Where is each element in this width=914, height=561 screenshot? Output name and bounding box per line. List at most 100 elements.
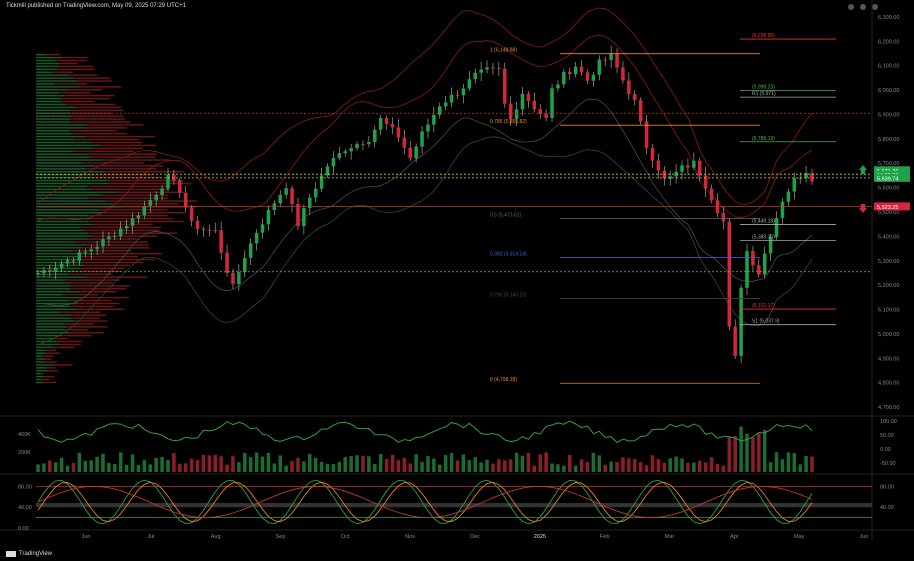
volume-profile-bar xyxy=(36,308,77,311)
volume-profile-bar xyxy=(36,349,46,352)
volume-profile-bar xyxy=(94,252,162,255)
price-tick-label: 5,900.00 xyxy=(878,112,899,118)
volume-bar xyxy=(585,461,590,472)
volume-profile-bar xyxy=(65,279,120,281)
candle-body xyxy=(721,213,726,222)
volume-profile-bar xyxy=(72,250,132,252)
volume-bar xyxy=(656,459,661,472)
time-axis: Jun Jul Aug Sep Oct Nov Dec 2025 Feb Mar Apr May Jun xyxy=(82,534,869,540)
volume-profile-bar xyxy=(55,59,88,62)
volume-profile-bar xyxy=(61,97,110,100)
candle-body xyxy=(237,272,241,285)
volume-bar xyxy=(473,457,477,472)
volume-bar xyxy=(378,454,383,472)
volume-profile-bar xyxy=(36,144,101,147)
candle-body xyxy=(284,188,288,195)
volume-profile-bar xyxy=(73,150,134,153)
volume-axis-left: 200K xyxy=(18,450,31,456)
volume-bar xyxy=(567,454,572,472)
oscillator-pane: 80.00 40.00 0.00 80.00 40.00 xyxy=(18,479,894,532)
settings-icon[interactable] xyxy=(848,4,854,10)
volume-profile-bar xyxy=(53,364,73,366)
lower-envelope-inner xyxy=(37,98,813,306)
volume-profile-bar xyxy=(36,53,46,56)
osc-axis-left: 40.00 xyxy=(18,505,32,511)
candles xyxy=(36,45,814,364)
candle-body xyxy=(514,109,519,119)
volume-bar xyxy=(532,465,537,472)
volume-profile-bar xyxy=(86,124,144,126)
volume-profile-bar xyxy=(70,109,123,112)
volume-profile-bar xyxy=(36,74,69,76)
candle-body xyxy=(573,66,578,75)
volume-bar xyxy=(697,460,702,472)
time-tick-label: 2025 xyxy=(534,534,546,540)
volume-profile-bar xyxy=(36,130,71,132)
camera-icon[interactable] xyxy=(872,4,878,10)
price-tick-label: 4,800.00 xyxy=(878,381,899,387)
price-tick-label: 5,100.00 xyxy=(878,308,899,314)
volume-bar xyxy=(739,426,743,472)
volume-profile-bar xyxy=(69,118,126,120)
volume-profile-bar xyxy=(94,176,161,179)
volume-profile-bar xyxy=(65,103,116,106)
volume-profile-bar xyxy=(108,179,184,182)
volume-bar xyxy=(467,460,472,472)
volume-profile-bar xyxy=(80,255,138,258)
volume-profile-bar xyxy=(71,285,130,287)
candle-body xyxy=(709,188,714,201)
volume-profile-bar xyxy=(36,250,73,252)
candle-body xyxy=(308,197,312,208)
price-tick-label: 5,700.00 xyxy=(878,161,899,167)
volume-profile-bar xyxy=(82,261,144,264)
volume-profile-bar xyxy=(40,372,44,375)
volume-profile-bar xyxy=(36,320,75,322)
volume-bar xyxy=(526,452,531,472)
volume-bar xyxy=(284,465,288,472)
volume-bar xyxy=(219,456,223,472)
volume-profile-bar xyxy=(36,261,83,264)
volume-profile-bar xyxy=(36,56,62,59)
candle-body xyxy=(243,257,247,273)
volume-axis-right: 100.00 xyxy=(880,419,897,425)
volume-profile-bar xyxy=(80,267,125,270)
volume-bar xyxy=(520,455,525,472)
volume-profile-bar xyxy=(109,182,191,185)
candle-body xyxy=(219,230,223,253)
candle-body xyxy=(544,113,548,118)
volume-profile-bar xyxy=(36,197,88,199)
price-tick-label: 6,300.00 xyxy=(878,15,899,21)
candle-body xyxy=(201,228,206,230)
candle-body xyxy=(798,178,802,180)
volume-bar xyxy=(497,459,501,472)
volume-profile-bar xyxy=(36,132,73,135)
volume-profile-bar xyxy=(36,153,88,155)
volume-bar xyxy=(142,460,147,472)
volume-bar xyxy=(308,453,312,472)
share-icon[interactable] xyxy=(860,4,866,10)
candle-body xyxy=(71,260,76,262)
candle-body xyxy=(296,204,300,227)
volume-bar xyxy=(384,458,389,472)
volume-profile-bar xyxy=(36,94,65,97)
volume-profile-bar xyxy=(98,209,168,211)
time-tick-label: Mar xyxy=(665,534,675,540)
volume-profile-bar xyxy=(36,214,89,217)
volume-profile-bar xyxy=(82,162,144,164)
price-tick-label: 5,800.00 xyxy=(878,137,899,143)
volume-bar xyxy=(373,464,377,472)
volume-bar xyxy=(638,462,643,472)
candle-body xyxy=(166,174,170,189)
candle-body xyxy=(526,93,531,101)
volume-bar xyxy=(562,465,566,472)
volume-profile-bar xyxy=(105,171,184,173)
tradingview-brand[interactable]: TradingView xyxy=(6,551,52,557)
volume-bar xyxy=(166,459,170,472)
price-tick-label: 6,000.00 xyxy=(878,88,899,94)
candle-body xyxy=(680,165,684,172)
time-tick-label: Aug xyxy=(211,534,221,540)
volume-bar xyxy=(804,456,808,472)
volume-profile-bar xyxy=(69,305,114,308)
volume-bar xyxy=(53,462,58,472)
